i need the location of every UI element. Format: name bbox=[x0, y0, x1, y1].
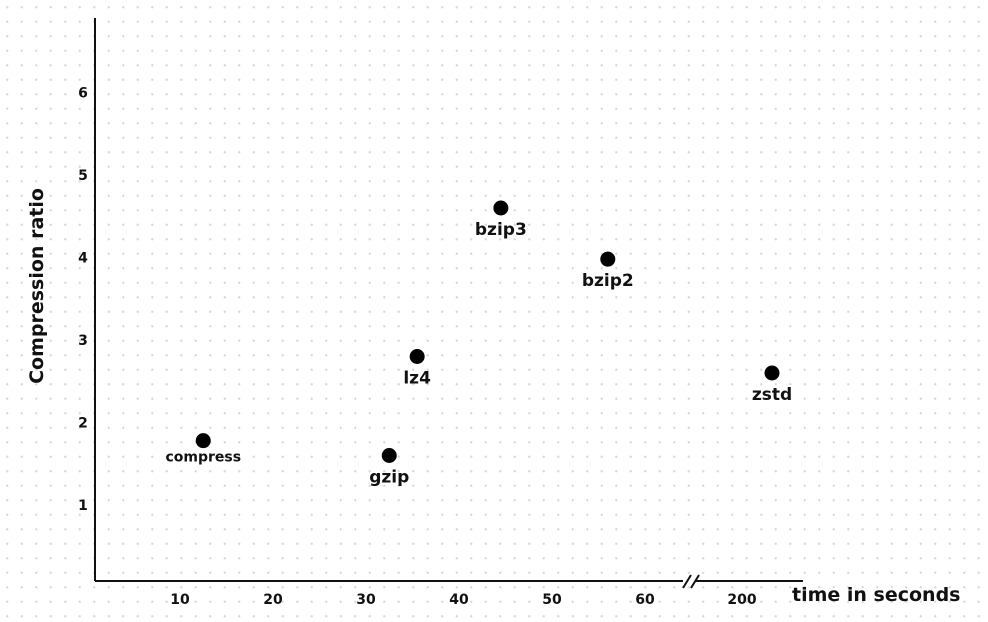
x-tick-labels: 10 20 30 40 50 60 200 bbox=[170, 592, 757, 608]
axis-break-mark-1 bbox=[682, 574, 692, 589]
x-tick-label: 10 bbox=[170, 592, 190, 608]
x-tick-label: 20 bbox=[263, 592, 283, 608]
x-tick-label: 200 bbox=[727, 592, 756, 608]
x-tick-label: 60 bbox=[635, 592, 655, 608]
data-point-zstd bbox=[764, 365, 780, 381]
data-point-compress bbox=[195, 433, 211, 449]
data-point-bzip2 bbox=[600, 251, 616, 267]
point-label-compress: compress bbox=[165, 450, 241, 466]
point-label-zstd: zstd bbox=[752, 385, 792, 405]
y-tick-label: 1 bbox=[78, 498, 88, 514]
y-tick-label: 5 bbox=[78, 168, 88, 184]
point-label-gzip: gzip bbox=[369, 468, 409, 488]
data-points: compress gzip lz4 bzip3 bzip2 zstd bbox=[165, 200, 792, 488]
axis-break-mark-2 bbox=[690, 574, 700, 589]
y-tick-labels: 1 2 3 4 5 6 bbox=[78, 86, 88, 515]
x-axis-title: time in seconds bbox=[792, 584, 961, 606]
axes bbox=[94, 18, 803, 589]
y-tick-label: 6 bbox=[78, 86, 88, 102]
data-point-gzip bbox=[381, 448, 397, 463]
y-tick-label: 3 bbox=[78, 333, 88, 349]
data-point-lz4 bbox=[409, 349, 425, 364]
x-tick-label: 50 bbox=[542, 592, 562, 608]
x-tick-label: 30 bbox=[356, 592, 376, 608]
point-label-bzip3: bzip3 bbox=[475, 220, 527, 240]
point-label-lz4: lz4 bbox=[403, 369, 431, 389]
data-point-bzip3 bbox=[493, 200, 509, 216]
point-label-bzip2: bzip2 bbox=[582, 271, 634, 291]
y-axis-title: Compression ratio bbox=[26, 188, 48, 384]
y-tick-label: 2 bbox=[78, 416, 88, 432]
y-tick-label: 4 bbox=[78, 251, 88, 267]
x-tick-label: 40 bbox=[449, 592, 469, 608]
